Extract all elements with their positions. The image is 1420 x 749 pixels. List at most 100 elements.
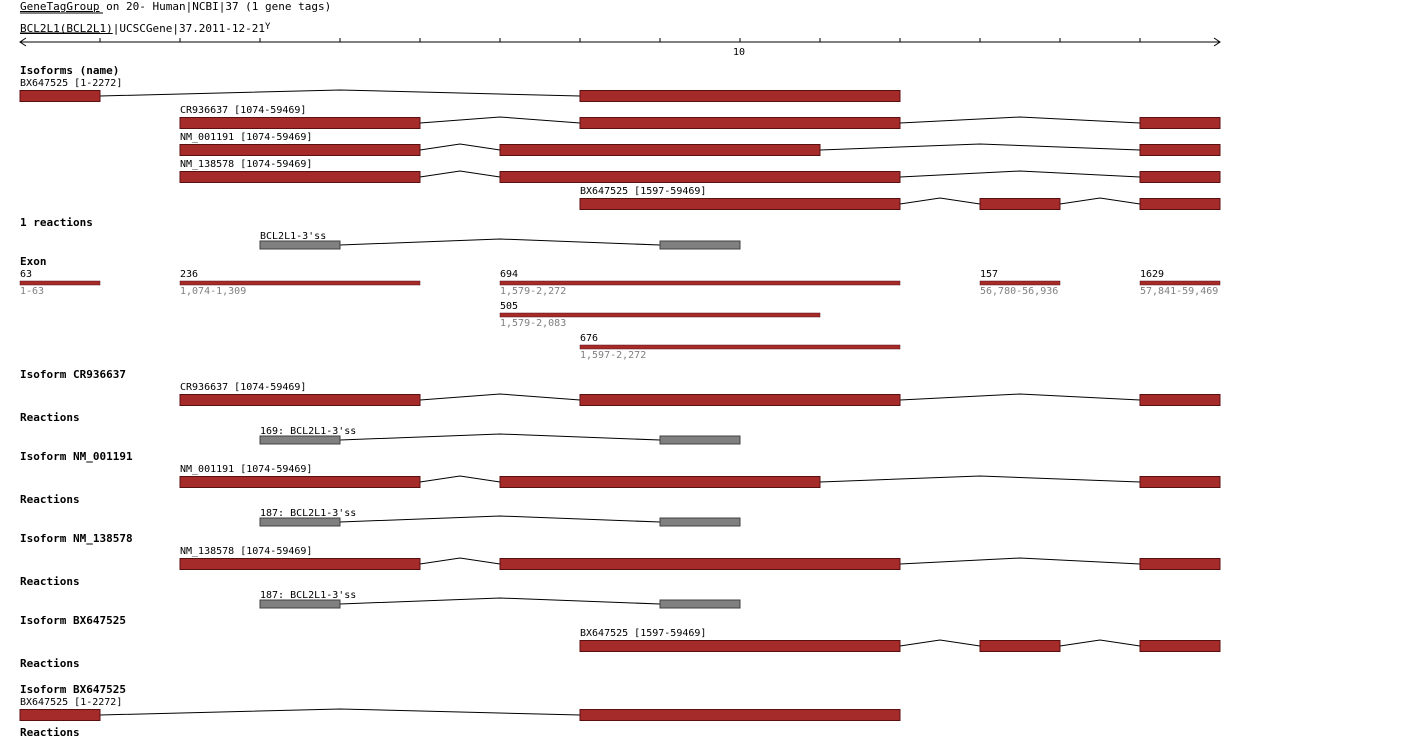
intron-connector <box>339 597 661 605</box>
exon-block <box>1139 117 1221 129</box>
exon-bar <box>19 280 101 286</box>
isoform-label[interactable]: NM_001191 [1074-59469] <box>180 132 313 143</box>
exon-block <box>179 558 421 570</box>
reactions-section-title: Reactions <box>20 657 80 670</box>
exon-bar <box>1139 280 1221 286</box>
reaction-block <box>259 517 341 527</box>
exon-block <box>579 394 901 406</box>
isoforms-section-title: Isoforms (name) <box>20 64 120 77</box>
gene-tag-group-link[interactable]: GeneTagGroup <box>20 0 100 13</box>
exon-block <box>579 90 901 102</box>
exon-range: 56,780-56,936 <box>980 286 1059 297</box>
exon-length: 676 <box>580 333 599 344</box>
intron-connector <box>339 515 661 523</box>
intron-connector <box>419 557 501 565</box>
exon-range: 1,074-1,309 <box>180 286 247 297</box>
reactions-section-title: Reactions <box>20 726 80 739</box>
exon-block <box>1139 198 1221 210</box>
exon-range: 1,579-2,272 <box>500 286 567 297</box>
exon-range: 1-63 <box>20 286 45 297</box>
reactions-section-title: Reactions <box>20 575 80 588</box>
reactions-count-title: 1 reactions <box>20 216 93 229</box>
reaction-label[interactable]: 187: BCL2L1-3'ss <box>260 508 357 519</box>
isoform-label[interactable]: BX647525 [1597-59469] <box>580 628 707 639</box>
exon-length: 694 <box>500 269 519 280</box>
reaction-block <box>659 435 741 445</box>
isoform-section-title: Isoform CR936637 <box>20 368 126 381</box>
reaction-label[interactable]: BCL2L1-3'ss <box>260 231 327 242</box>
intron-connector <box>899 393 1141 401</box>
reaction-block <box>259 435 341 445</box>
exon-length: 505 <box>500 301 519 312</box>
reaction-block <box>659 517 741 527</box>
isoform-section-title: Isoform NM_001191 <box>20 450 133 463</box>
intron-connector <box>419 170 501 178</box>
intron-connector <box>419 143 501 151</box>
isoform-label[interactable]: NM_138578 [1074-59469] <box>180 159 313 170</box>
isoform-label[interactable]: CR936637 [1074-59469] <box>180 105 307 116</box>
exon-block <box>1139 640 1221 652</box>
intron-connector <box>339 433 661 441</box>
reaction-label[interactable]: 169: BCL2L1-3'ss <box>260 426 357 437</box>
reaction-block <box>659 240 741 250</box>
intron-connector <box>99 708 581 716</box>
exon-block <box>579 117 901 129</box>
gene-link[interactable]: BCL2L1(BCL2L1) <box>20 22 113 35</box>
isoform-label[interactable]: BX647525 [1-2272] <box>20 697 123 708</box>
gene-source: |UCSCGene|37.2011-12-21 <box>112 22 266 35</box>
exon-range: 1,597-2,272 <box>580 350 647 361</box>
exon-bar <box>579 344 901 350</box>
exon-length: 236 <box>180 269 199 280</box>
exon-block <box>19 90 101 102</box>
axis-right-arrow <box>1213 37 1221 47</box>
intron-connector <box>1059 197 1141 205</box>
exon-block <box>179 144 421 156</box>
isoform-label[interactable]: BX647525 [1597-59469] <box>580 186 707 197</box>
axis-tick-label: 10 <box>733 47 746 58</box>
isoform-section-title: Isoform BX647525 <box>20 614 126 627</box>
intron-connector <box>899 197 981 205</box>
exon-block <box>579 640 901 652</box>
reactions-section-title: Reactions <box>20 411 80 424</box>
exon-block <box>499 144 821 156</box>
reaction-label[interactable]: 187: BCL2L1-3'ss <box>260 590 357 601</box>
intron-connector <box>1059 639 1141 647</box>
isoform-section-title: Isoform BX647525 <box>20 683 126 696</box>
gene-mark: Y <box>265 22 271 32</box>
intron-connector <box>819 475 1141 483</box>
exon-block <box>979 640 1061 652</box>
exon-block <box>579 198 901 210</box>
isoform-section-title: Isoform NM_138578 <box>20 532 133 545</box>
isoform-label[interactable]: NM_001191 [1074-59469] <box>180 464 313 475</box>
exon-bar <box>179 280 421 286</box>
header-line-1: GeneTagGroup on 20- Human|NCBI|37 (1 gen… <box>20 1 331 13</box>
exon-range: 1,579-2,083 <box>500 318 567 329</box>
intron-connector <box>339 238 661 246</box>
reaction-block <box>259 240 341 250</box>
exon-block <box>499 558 901 570</box>
reactions-section-title: Reactions <box>20 493 80 506</box>
exon-bar <box>499 312 821 318</box>
isoform-label[interactable]: NM_138578 [1074-59469] <box>180 546 313 557</box>
exon-block <box>1139 171 1221 183</box>
intron-connector <box>819 143 1141 151</box>
exon-block <box>179 476 421 488</box>
exon-block <box>179 394 421 406</box>
exon-block <box>19 709 101 721</box>
exon-section-title: Exon <box>20 255 47 268</box>
exon-block <box>1139 144 1221 156</box>
intron-connector <box>419 116 581 124</box>
exon-block <box>499 171 901 183</box>
exon-bar <box>979 280 1061 286</box>
exon-length: 63 <box>20 269 33 280</box>
exon-block <box>1139 394 1221 406</box>
exon-block <box>499 476 821 488</box>
header-line-2: BCL2L1(BCL2L1)|UCSCGene|37.2011-12-21Y <box>20 21 270 35</box>
isoform-label[interactable]: CR936637 [1074-59469] <box>180 382 307 393</box>
intron-connector <box>419 393 581 401</box>
isoform-label[interactable]: BX647525 [1-2272] <box>20 78 123 89</box>
intron-connector <box>899 557 1141 565</box>
exon-range: 57,841-59,469 <box>1140 286 1219 297</box>
reaction-block <box>259 599 341 609</box>
